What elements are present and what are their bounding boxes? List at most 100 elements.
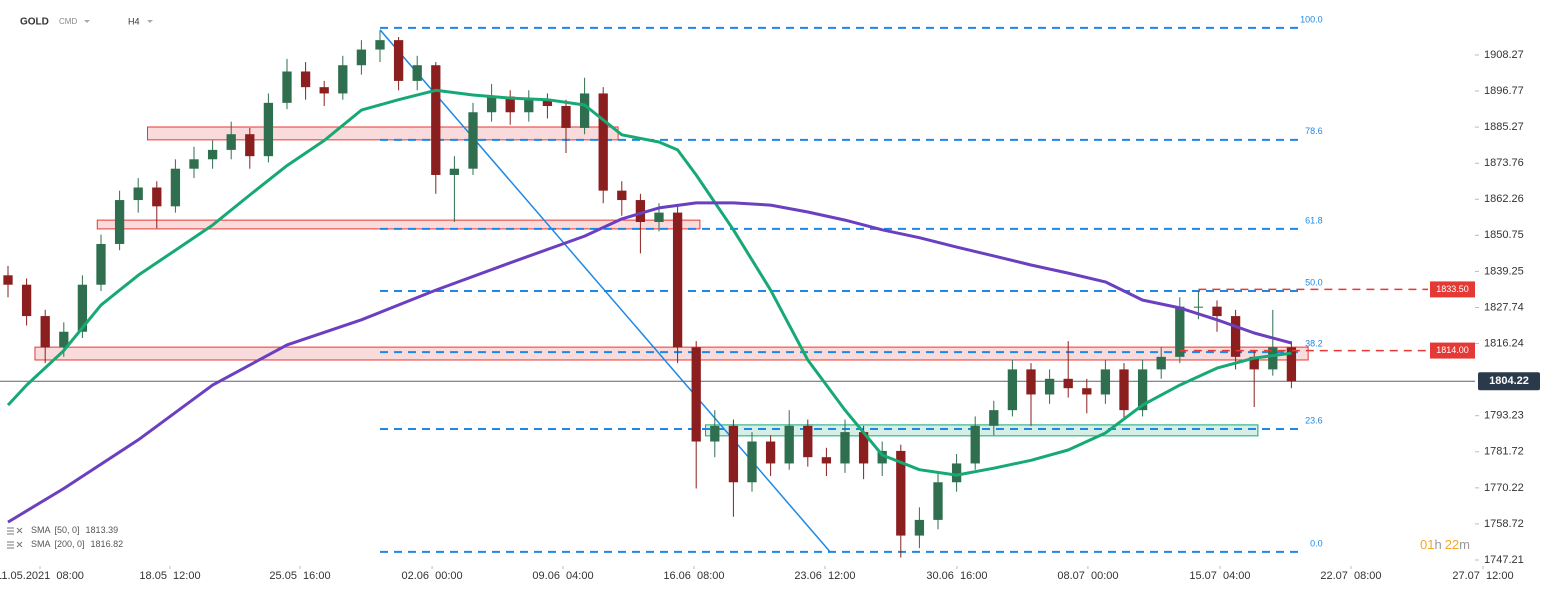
candle-body	[672, 212, 683, 348]
timeframe[interactable]: H4	[128, 16, 140, 26]
sma-line	[6, 88, 1292, 477]
zone	[34, 346, 1309, 361]
candle-body	[356, 49, 367, 66]
candle-body	[170, 168, 181, 207]
candle-timer: 01h 22m	[1420, 537, 1470, 552]
candle-body	[1063, 378, 1073, 389]
x-tick-label: 16.06 08:00	[663, 570, 724, 582]
candle-body	[617, 190, 627, 201]
x-tick-label: 11.05.2021 08:00	[0, 570, 84, 582]
x-tick-label: 30.06 16:00	[926, 570, 987, 582]
candle-body	[579, 93, 590, 128]
candle-body	[1230, 316, 1241, 357]
legend-value: 1816.82	[91, 539, 124, 549]
candle-body	[338, 65, 348, 94]
level-tag	[1430, 342, 1475, 359]
market-caret[interactable]	[84, 20, 90, 23]
candle-body	[1156, 356, 1166, 370]
legend-entry: SMA [200, 0] 1816.82	[31, 539, 123, 549]
y-tick-label: 1873.76	[1484, 157, 1524, 169]
candle-body	[896, 450, 906, 536]
candle-body	[300, 71, 311, 88]
market[interactable]: CMD	[59, 17, 77, 26]
candle-body	[263, 102, 274, 157]
candle-body	[933, 482, 943, 520]
fib-label: 0.0	[1310, 538, 1323, 548]
y-tick-label: 1793.23	[1484, 410, 1524, 422]
candle-body	[784, 425, 794, 464]
y-tick-label: 1827.74	[1484, 301, 1524, 313]
legend-name: SMA	[31, 539, 51, 549]
candle-body	[1137, 369, 1148, 411]
candle-body	[765, 441, 776, 464]
candle-body	[691, 347, 701, 442]
candle-body	[1044, 378, 1055, 395]
fib-label: 23.6	[1305, 415, 1323, 425]
candle-body	[152, 187, 162, 207]
legend-icon	[7, 541, 23, 549]
candle-body	[1175, 306, 1185, 357]
candle-body	[989, 410, 999, 426]
level-tag-label: 1814.00	[1436, 345, 1469, 355]
x-tick-label: 27.07 12:00	[1452, 570, 1513, 582]
y-tick-label: 1908.27	[1484, 49, 1524, 61]
timer-minutes: 22	[1445, 537, 1459, 552]
sma-line	[7, 201, 1292, 524]
candle-body	[710, 425, 720, 442]
candle-body	[951, 463, 962, 483]
legend-icon	[7, 527, 23, 535]
candle-body	[635, 200, 646, 223]
fib-label: 100.0	[1300, 14, 1323, 24]
x-tick-label: 18.05 12:00	[139, 570, 200, 582]
candle-body	[468, 112, 478, 169]
candle-body	[1100, 369, 1111, 395]
y-tick-label: 1816.24	[1484, 337, 1524, 349]
timer-hours: 01	[1420, 537, 1434, 552]
candle-body	[1193, 306, 1204, 308]
candle-body	[858, 432, 869, 464]
y-tick-label: 1885.27	[1484, 121, 1524, 133]
y-tick-label: 1896.77	[1484, 85, 1524, 97]
legend-value: 1813.39	[86, 525, 119, 535]
candle-body	[1286, 347, 1297, 382]
x-tick-label: 25.05 16:00	[269, 570, 330, 582]
candle-body	[393, 40, 404, 81]
legend-name: SMA	[31, 525, 51, 535]
timer-minutes-unit: m	[1459, 537, 1470, 552]
candle-body	[1268, 347, 1278, 370]
candle-body	[59, 331, 69, 348]
candle-body	[970, 425, 980, 464]
zone	[704, 424, 1259, 437]
candle-body	[133, 187, 143, 201]
fib-label: 50.0	[1305, 277, 1323, 287]
x-tick-label: 22.07 08:00	[1320, 570, 1381, 582]
y-tick-label: 1781.72	[1484, 446, 1524, 458]
y-tick-label: 1850.75	[1484, 229, 1524, 241]
candle-body	[654, 212, 664, 223]
legend-params: [50, 0]	[55, 525, 80, 535]
y-tick-label: 1770.22	[1484, 482, 1524, 494]
zone	[146, 126, 619, 141]
candle-body	[840, 432, 850, 464]
candle-body	[21, 284, 32, 317]
x-tick-label: 15.07 04:00	[1189, 570, 1250, 582]
candle-body	[803, 425, 813, 458]
candle-body	[747, 441, 757, 483]
y-tick-label: 1747.21	[1484, 554, 1524, 566]
candle-body	[561, 105, 571, 128]
candle-body	[1082, 388, 1092, 395]
candle-body	[319, 87, 329, 94]
candle-body	[1026, 369, 1036, 395]
y-tick-label: 1758.72	[1484, 518, 1524, 530]
symbol[interactable]: GOLD	[20, 17, 49, 28]
timer-hours-unit: h	[1434, 537, 1441, 552]
current-price-label: 1804.22	[1489, 375, 1529, 387]
candle-body	[1007, 369, 1018, 411]
candle-body	[189, 159, 199, 169]
candle-body	[207, 149, 218, 160]
candle-body	[486, 96, 497, 113]
timeframe-caret[interactable]	[147, 20, 153, 23]
level-tag	[1430, 281, 1475, 298]
